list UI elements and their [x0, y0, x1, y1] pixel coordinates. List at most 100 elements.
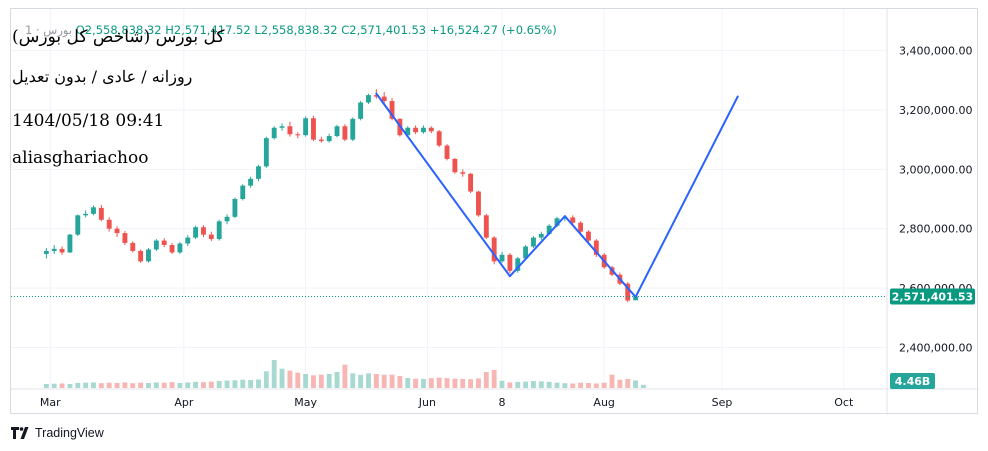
x-tick-label: 8 [499, 396, 506, 409]
candle-body[interactable] [75, 215, 81, 235]
candle-body[interactable] [169, 245, 175, 253]
candle-body[interactable] [499, 254, 505, 262]
candle-body[interactable] [366, 95, 371, 103]
candle-body[interactable] [358, 102, 364, 119]
volume-tag[interactable] [890, 373, 935, 389]
volume-bar [373, 374, 379, 388]
trend-drawings[interactable] [375, 92, 739, 298]
candle-body[interactable] [625, 283, 631, 301]
candle-body[interactable] [562, 217, 568, 219]
volume-bar [381, 374, 387, 388]
candle-body[interactable] [578, 222, 584, 232]
last-price-tag[interactable] [890, 288, 975, 305]
candle-body[interactable] [318, 139, 324, 142]
candle-body[interactable] [240, 185, 246, 199]
volume-bar [240, 379, 246, 388]
candle-body[interactable] [201, 227, 206, 235]
candle-body[interactable] [224, 216, 230, 222]
tradingview-logo[interactable]: TradingView [11, 426, 104, 440]
candle-body[interactable] [91, 207, 96, 214]
candle-body[interactable] [67, 234, 73, 253]
candle-body[interactable] [43, 250, 49, 254]
candle-body[interactable] [208, 234, 214, 240]
candle-body[interactable] [389, 101, 395, 119]
candle-body[interactable] [373, 95, 379, 97]
candle-body[interactable] [586, 231, 591, 241]
candle-body[interactable] [279, 126, 285, 128]
candle-body[interactable] [271, 127, 277, 139]
candle-body[interactable] [350, 118, 356, 140]
volume-bar [476, 378, 481, 388]
candle-body[interactable] [483, 215, 489, 238]
candle-body[interactable] [295, 134, 301, 136]
candle-body[interactable] [334, 126, 340, 137]
candle-body[interactable] [161, 240, 167, 246]
candle-body[interactable] [287, 126, 293, 135]
candle-body[interactable] [303, 118, 309, 136]
candle-body[interactable] [491, 237, 497, 262]
volume-bar [625, 378, 631, 388]
candle-body[interactable] [436, 131, 442, 146]
candle-body[interactable] [311, 118, 316, 140]
candle-body[interactable] [468, 173, 474, 192]
candle-body[interactable] [413, 127, 419, 133]
candle-body[interactable] [59, 248, 65, 253]
volume-bar [83, 382, 89, 388]
volume-bar [224, 380, 230, 388]
candle-body[interactable] [216, 221, 222, 240]
candle-body[interactable] [106, 219, 112, 229]
candle-body[interactable] [130, 242, 136, 251]
candle-body[interactable] [460, 172, 466, 174]
candle-body[interactable] [593, 240, 599, 255]
candle-body[interactable] [421, 127, 426, 133]
candle-body[interactable] [538, 234, 544, 238]
candle-body[interactable] [546, 225, 552, 235]
trend-line[interactable] [634, 95, 739, 298]
volume-bar [428, 378, 434, 388]
trend-line[interactable] [563, 215, 637, 298]
price-axis[interactable]: 2,400,000.002,600,000.002,800,000.003,00… [890, 45, 975, 389]
candle-body[interactable] [326, 136, 332, 142]
candle-body[interactable] [428, 127, 434, 132]
candle-body[interactable] [248, 178, 254, 186]
candle-body[interactable] [193, 227, 199, 238]
volume-bar [279, 368, 285, 388]
candle-body[interactable] [83, 213, 89, 216]
candle-body[interactable] [185, 237, 191, 244]
candle-body[interactable] [444, 145, 450, 159]
volume-bar [106, 382, 112, 388]
candle-body[interactable] [153, 240, 159, 250]
candle-body[interactable] [232, 199, 238, 217]
candle-body[interactable] [98, 207, 104, 220]
last-price-label: 2,571,401.53 [892, 291, 973, 304]
time-axis[interactable]: Mar Apr May Jun 8 Aug Sep Oct [40, 396, 854, 409]
candle-body[interactable] [523, 246, 529, 259]
candle-body[interactable] [381, 96, 387, 102]
trend-line[interactable] [508, 215, 566, 278]
candle-body[interactable] [515, 258, 521, 271]
volume-bar [452, 378, 458, 388]
candle-body[interactable] [138, 250, 144, 262]
candle-body[interactable] [405, 127, 411, 136]
candle-body[interactable] [570, 217, 576, 223]
candle-body[interactable] [507, 254, 513, 271]
candle-body[interactable] [554, 218, 560, 226]
candle-body[interactable] [122, 233, 128, 243]
candle-body[interactable] [452, 158, 458, 173]
candle-body[interactable] [342, 126, 348, 140]
candle-body[interactable] [476, 191, 481, 216]
price-chart[interactable]: 2,400,000.002,600,000.002,800,000.003,00… [11, 9, 979, 415]
candle-body[interactable] [531, 237, 536, 247]
candle-body[interactable] [177, 243, 183, 253]
candle-body[interactable] [256, 166, 261, 179]
candle-body[interactable] [51, 248, 57, 251]
candles[interactable] [43, 89, 639, 303]
volume-bar [91, 382, 96, 388]
candle-body[interactable] [146, 249, 151, 262]
candle-body[interactable] [114, 228, 120, 234]
candle-body[interactable] [633, 296, 639, 301]
volume-bar [570, 383, 576, 388]
trend-line[interactable] [375, 92, 511, 278]
volume-bar [609, 374, 615, 388]
candle-body[interactable] [263, 138, 269, 167]
